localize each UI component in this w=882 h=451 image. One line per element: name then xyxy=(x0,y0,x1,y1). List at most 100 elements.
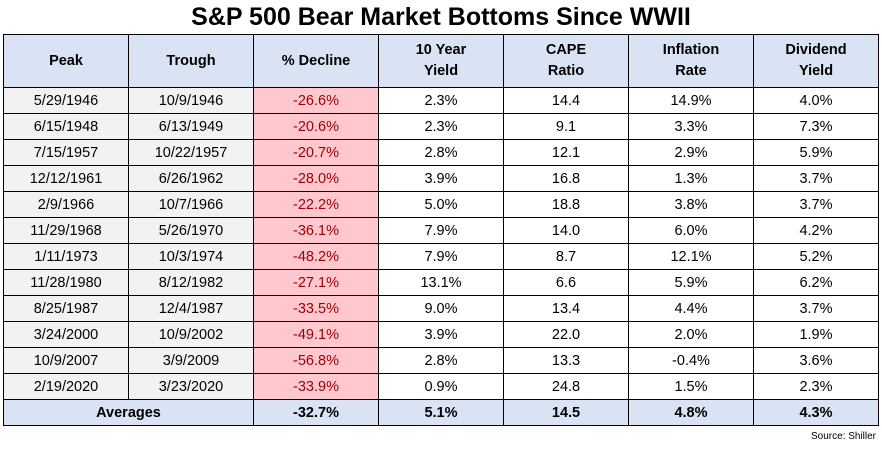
cell-decline: -48.2% xyxy=(253,243,379,270)
cell-decline: -20.7% xyxy=(253,139,379,166)
cell-cape-ratio: 16.8 xyxy=(503,165,629,192)
table-row: 8/25/1987 12/4/1987 -33.5% 9.0% 13.4 4.4% 3.7% xyxy=(3,295,879,322)
source-note: Source: Shiller xyxy=(810,431,876,442)
cell-inflation-rate: 1.3% xyxy=(628,165,754,192)
cell-cape-ratio: 13.4 xyxy=(503,295,629,322)
cell-dividend-yield: 3.7% xyxy=(753,191,879,218)
header-peak: Peak xyxy=(3,34,129,88)
table-row: 1/11/1973 10/3/1974 -48.2% 7.9% 8.7 12.1% 5.2% xyxy=(3,243,879,270)
cell-dividend-yield: 5.9% xyxy=(753,139,879,166)
cell-trough: 8/12/1982 xyxy=(128,269,254,296)
average-ten-year-yield: 5.1% xyxy=(378,399,504,426)
table-title: S&P 500 Bear Market Bottoms Since WWII xyxy=(191,3,691,31)
cell-inflation-rate: 3.8% xyxy=(628,191,754,218)
cell-ten-year-yield: 9.0% xyxy=(378,295,504,322)
cell-dividend-yield: 6.2% xyxy=(753,269,879,296)
table-row: 5/29/1946 10/9/1946 -26.6% 2.3% 14.4 14.9% 4.0… xyxy=(3,87,879,114)
cell-peak: 3/24/2000 xyxy=(3,321,129,348)
cell-cape-ratio: 18.8 xyxy=(503,191,629,218)
cell-trough: 5/26/1970 xyxy=(128,217,254,244)
cell-dividend-yield: 1.9% xyxy=(753,321,879,348)
average-cape-ratio: 14.5 xyxy=(503,399,629,426)
cell-dividend-yield: 2.3% xyxy=(753,373,879,400)
cell-inflation-rate: 1.5% xyxy=(628,373,754,400)
table-row: 2/9/1966 10/7/1966 -22.2% 5.0% 18.8 3.8% 3.7% xyxy=(3,191,879,218)
header-dividend-yield: Dividend Yield xyxy=(753,34,879,88)
cell-ten-year-yield: 0.9% xyxy=(378,373,504,400)
cell-peak: 7/15/1957 xyxy=(3,139,129,166)
cell-trough: 10/9/1946 xyxy=(128,87,254,114)
header-trough: Trough xyxy=(128,34,254,88)
cell-inflation-rate: 6.0% xyxy=(628,217,754,244)
average-inflation-rate: 4.8% xyxy=(628,399,754,426)
header-inflation-rate: Inflation Rate xyxy=(628,34,754,88)
cell-inflation-rate: 5.9% xyxy=(628,269,754,296)
cell-peak: 2/19/2020 xyxy=(3,373,129,400)
cell-cape-ratio: 14.4 xyxy=(503,87,629,114)
bear-market-table: Peak Trough% Decline 10 Year Yield CAPE Ratio… xyxy=(3,34,879,426)
cell-trough: 3/23/2020 xyxy=(128,373,254,400)
cell-decline: -28.0% xyxy=(253,165,379,192)
cell-dividend-yield: 7.3% xyxy=(753,113,879,140)
cell-peak: 11/29/1968 xyxy=(3,217,129,244)
table-row: 10/9/2007 3/9/2009 -56.8% 2.8% 13.3 -0.4% 3.6% xyxy=(3,347,879,374)
cell-trough: 6/26/1962 xyxy=(128,165,254,192)
cell-dividend-yield: 4.0% xyxy=(753,87,879,114)
cell-dividend-yield: 5.2% xyxy=(753,243,879,270)
cell-cape-ratio: 22.0 xyxy=(503,321,629,348)
average-dividend-yield: 4.3% xyxy=(753,399,879,426)
cell-trough: 3/9/2009 xyxy=(128,347,254,374)
header-ten-year-yield: 10 Year Yield xyxy=(378,34,504,88)
table-row: 3/24/2000 10/9/2002 -49.1% 3.9% 22.0 2.0% 1.9% xyxy=(3,321,879,348)
table-row: 12/12/1961 6/26/1962 -28.0% 3.9% 16.8 1.3% 3.7… xyxy=(3,165,879,192)
header-cape-ratio: CAPE Ratio xyxy=(503,34,629,88)
cell-ten-year-yield: 3.9% xyxy=(378,321,504,348)
averages-label: Averages xyxy=(3,399,254,426)
cell-decline: -36.1% xyxy=(253,217,379,244)
cell-cape-ratio: 6.6 xyxy=(503,269,629,296)
cell-cape-ratio: 8.7 xyxy=(503,243,629,270)
table-row: 11/28/1980 8/12/1982 -27.1% 13.1% 6.6 5.9% 6.2… xyxy=(3,269,879,296)
cell-trough: 10/9/2002 xyxy=(128,321,254,348)
average-decline: -32.7% xyxy=(253,399,379,426)
cell-peak: 10/9/2007 xyxy=(3,347,129,374)
cell-trough: 10/22/1957 xyxy=(128,139,254,166)
cell-ten-year-yield: 2.3% xyxy=(378,113,504,140)
cell-inflation-rate: 2.0% xyxy=(628,321,754,348)
cell-peak: 8/25/1987 xyxy=(3,295,129,322)
header-row: Peak Trough% Decline 10 Year Yield CAPE Ratio… xyxy=(3,34,879,88)
cell-dividend-yield: 3.6% xyxy=(753,347,879,374)
cell-inflation-rate: 14.9% xyxy=(628,87,754,114)
cell-inflation-rate: 4.4% xyxy=(628,295,754,322)
cell-trough: 10/3/1974 xyxy=(128,243,254,270)
cell-ten-year-yield: 7.9% xyxy=(378,217,504,244)
cell-dividend-yield: 3.7% xyxy=(753,295,879,322)
cell-decline: -26.6% xyxy=(253,87,379,114)
cell-peak: 11/28/1980 xyxy=(3,269,129,296)
cell-inflation-rate: 2.9% xyxy=(628,139,754,166)
cell-peak: 2/9/1966 xyxy=(3,191,129,218)
cell-cape-ratio: 12.1 xyxy=(503,139,629,166)
cell-peak: 12/12/1961 xyxy=(3,165,129,192)
cell-ten-year-yield: 2.8% xyxy=(378,347,504,374)
cell-decline: -22.2% xyxy=(253,191,379,218)
cell-inflation-rate: 3.3% xyxy=(628,113,754,140)
cell-decline: -33.9% xyxy=(253,373,379,400)
cell-inflation-rate: -0.4% xyxy=(628,347,754,374)
cell-trough: 10/7/1966 xyxy=(128,191,254,218)
cell-ten-year-yield: 13.1% xyxy=(378,269,504,296)
cell-inflation-rate: 12.1% xyxy=(628,243,754,270)
cell-trough: 12/4/1987 xyxy=(128,295,254,322)
cell-decline: -20.6% xyxy=(253,113,379,140)
cell-decline: -56.8% xyxy=(253,347,379,374)
averages-row: Averages -32.7% 5.1% 14.5 4.8% 4.3% xyxy=(3,399,879,426)
cell-peak: 5/29/1946 xyxy=(3,87,129,114)
cell-ten-year-yield: 5.0% xyxy=(378,191,504,218)
cell-cape-ratio: 14.0 xyxy=(503,217,629,244)
cell-dividend-yield: 3.7% xyxy=(753,165,879,192)
cell-ten-year-yield: 2.3% xyxy=(378,87,504,114)
cell-ten-year-yield: 7.9% xyxy=(378,243,504,270)
cell-peak: 1/11/1973 xyxy=(3,243,129,270)
cell-trough: 6/13/1949 xyxy=(128,113,254,140)
cell-cape-ratio: 24.8 xyxy=(503,373,629,400)
